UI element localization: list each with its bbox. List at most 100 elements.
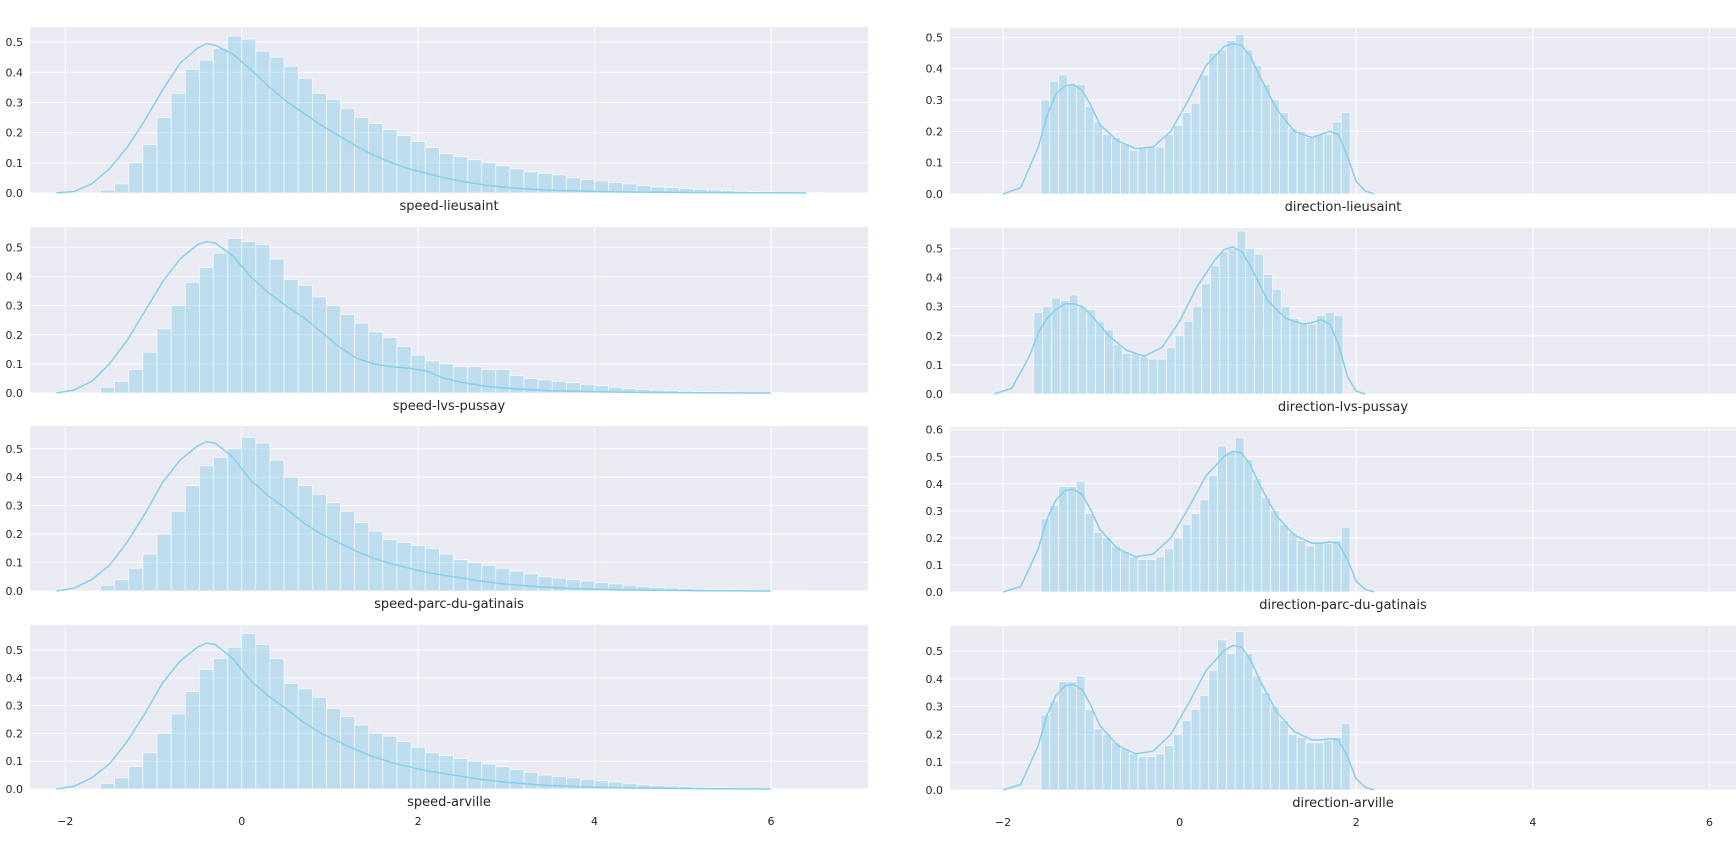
y-tick-label: 0.1 xyxy=(926,359,944,372)
histogram-bar xyxy=(1103,538,1112,592)
histogram-bar xyxy=(185,69,199,193)
histogram-bar xyxy=(1209,53,1218,194)
histogram-bar xyxy=(1156,557,1165,592)
histogram-bar xyxy=(199,466,213,591)
y-tick-label: 0.2 xyxy=(6,528,24,541)
histogram-bar xyxy=(1288,532,1297,592)
histogram-bar xyxy=(1244,459,1253,592)
histogram-bar xyxy=(1200,695,1209,790)
histogram-bar xyxy=(1324,134,1333,194)
x-tick-label: 0 xyxy=(1176,816,1183,829)
histogram-bar xyxy=(1175,336,1184,394)
histogram-bar xyxy=(510,571,524,591)
histogram-bar xyxy=(1271,511,1280,592)
histogram-bar xyxy=(1113,344,1122,394)
x-axis-label: direction-lvs-pussay xyxy=(1278,400,1408,415)
x-tick-label: 4 xyxy=(1529,816,1536,829)
histogram-bar xyxy=(355,725,369,789)
x-axis-label: direction-lieusaint xyxy=(1285,200,1402,215)
histogram-bar xyxy=(510,770,524,789)
histogram-bar xyxy=(1271,100,1280,194)
histogram-bar xyxy=(157,733,171,789)
histogram-bar xyxy=(1059,682,1068,790)
histogram-bar xyxy=(1059,75,1068,194)
histogram-bar xyxy=(1041,519,1050,592)
histogram-bar xyxy=(1202,283,1211,394)
histogram-bar xyxy=(1306,138,1315,194)
histogram-bar xyxy=(1147,757,1156,790)
histogram-bar xyxy=(312,697,326,789)
y-tick-label: 0.0 xyxy=(6,187,24,200)
histogram-bar xyxy=(242,633,256,789)
histogram-bar xyxy=(171,93,185,193)
histogram-bar xyxy=(482,764,496,789)
y-tick-label: 0.3 xyxy=(6,300,24,313)
histogram-bar xyxy=(143,145,157,193)
histogram-bar xyxy=(1078,307,1087,394)
y-tick-label: 0.0 xyxy=(6,387,24,400)
histogram-bar xyxy=(129,767,143,789)
y-tick-label: 0.2 xyxy=(926,728,944,741)
histogram-bar xyxy=(1147,560,1156,592)
y-tick-label: 0.4 xyxy=(926,63,944,76)
histogram-bar xyxy=(1043,307,1052,394)
histogram-bar xyxy=(1105,330,1114,394)
histogram-bar xyxy=(341,108,355,193)
histogram-bar xyxy=(129,163,143,193)
histogram-bar xyxy=(284,279,298,393)
histogram-bar xyxy=(1317,315,1326,394)
histogram-bar xyxy=(482,163,496,193)
y-tick-label: 0.4 xyxy=(926,272,944,285)
histogram-bar xyxy=(1226,654,1235,790)
subplot-direction-parc-du-gatinais: 0.00.10.20.30.40.50.6direction-parc-du-g… xyxy=(926,424,1736,613)
histogram-bar xyxy=(1129,754,1138,790)
histogram-bar xyxy=(101,585,115,591)
histogram-bar xyxy=(1094,122,1103,194)
histogram-bar xyxy=(1288,734,1297,790)
histogram-bar xyxy=(270,460,284,591)
x-axis-label: direction-parc-du-gatinais xyxy=(1259,598,1427,613)
histogram-bar xyxy=(284,477,298,591)
x-tick-label: 2 xyxy=(415,815,422,828)
histogram-bar xyxy=(1299,324,1308,394)
histogram-bar xyxy=(1308,324,1317,394)
y-tick-label: 0.1 xyxy=(926,157,944,170)
histogram-bar xyxy=(256,51,270,193)
histogram-bar xyxy=(101,387,115,393)
histogram-bar xyxy=(468,761,482,789)
y-tick-label: 0.0 xyxy=(6,783,24,796)
histogram-bar xyxy=(312,93,326,193)
histogram-bar xyxy=(1253,66,1262,194)
histogram-bar xyxy=(1165,549,1174,592)
histogram-bar xyxy=(270,259,284,393)
histogram-bar xyxy=(185,486,199,591)
histogram-bar xyxy=(185,282,199,393)
histogram-bar xyxy=(1262,84,1271,194)
histogram-bar xyxy=(1067,487,1076,592)
histogram-bar xyxy=(171,306,185,393)
y-tick-label: 0.1 xyxy=(926,559,944,572)
histogram-bar xyxy=(1112,546,1121,592)
y-tick-label: 0.5 xyxy=(6,644,24,657)
histogram-bar xyxy=(552,776,566,789)
histogram-bar xyxy=(326,503,340,591)
histogram-bar xyxy=(1166,347,1175,394)
histogram-bar xyxy=(298,689,312,789)
histogram-bar xyxy=(1085,709,1094,790)
y-tick-label: 0.5 xyxy=(926,645,944,658)
y-tick-label: 0.3 xyxy=(926,701,944,714)
histogram-bar xyxy=(326,708,340,789)
histogram-bar xyxy=(453,560,467,591)
histogram-bar xyxy=(1059,487,1068,592)
histogram-bar xyxy=(1120,748,1129,790)
histogram-bar xyxy=(213,658,227,789)
x-axis-label: speed-lieusaint xyxy=(399,199,498,214)
histogram-bar xyxy=(482,565,496,591)
histogram-bar xyxy=(524,378,538,393)
histogram-bar xyxy=(538,577,552,591)
histogram-bar xyxy=(298,486,312,591)
y-tick-label: 0.4 xyxy=(926,673,944,686)
